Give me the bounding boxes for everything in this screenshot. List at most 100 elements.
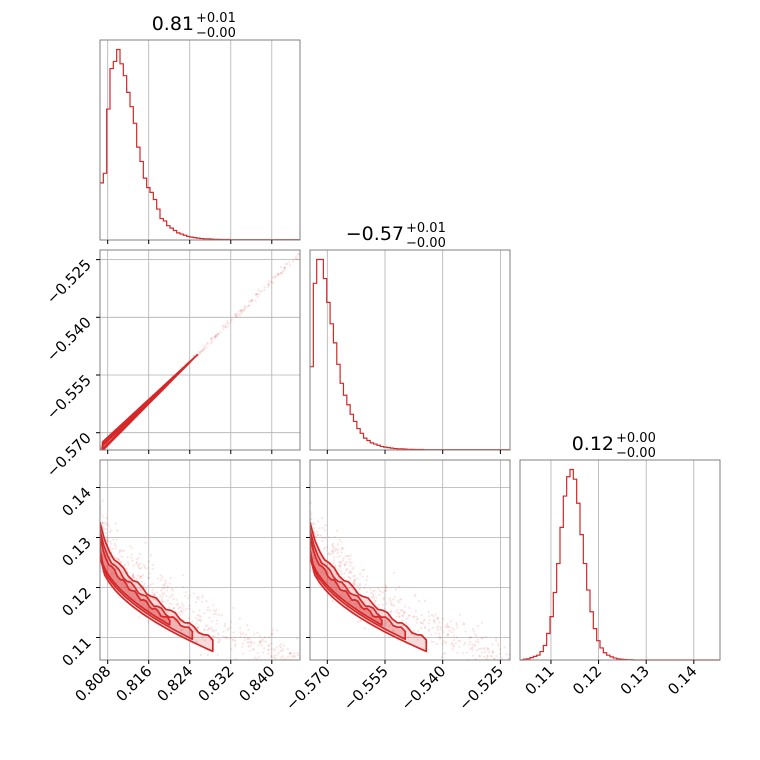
joint-1-0-pt-97 [301,249,303,251]
joint-2-1-pt-61 [392,629,395,632]
joint-2-0-pt-541 [248,637,251,640]
joint-2-0-pt-172 [172,607,175,610]
joint-2-0-pt-110 [225,636,228,639]
joint-2-0-pt-102 [313,664,315,666]
xtick-label-0-0: 0.808 [71,662,114,705]
joint-2-1-pt-217 [531,668,533,670]
joint-2-1-pt-415 [318,526,321,530]
joint-2-0-pt-481 [139,589,143,592]
joint-2-0-pt-552 [144,567,147,570]
joint-2-0-pt-225 [203,639,206,642]
joint-2-1-pt-507 [478,654,481,658]
joint-2-0-pt-169 [270,633,273,636]
joint-2-1-pt-281 [415,618,418,621]
joint-2-1-pt-68 [448,625,451,628]
joint-2-1-pt-298 [339,565,342,568]
joint-2-1-pt-107 [446,625,449,628]
joint-1-0-pt-288 [100,447,103,450]
joint-2-1-pt-66 [432,640,435,644]
joint-1-0-pt-27 [289,264,292,267]
joint-2-0-pt-437 [147,567,150,570]
joint-2-0-pt-200 [160,578,163,581]
title-1: −0.57 +0.01−0.00 [346,221,446,251]
joint-2-1-pt-407 [326,570,329,573]
joint-2-1-pt-178 [389,601,393,604]
joint-2-0-pt-142 [127,563,130,566]
joint-2-1-pt-6 [521,673,523,675]
joint-2-0-pt-524 [137,564,140,568]
joint-2-1-pt-437 [390,609,393,613]
joint-1-0-pt-3 [250,300,253,303]
joint-2-0-pt-510 [310,668,312,670]
hist-2-bg [520,460,720,660]
joint-2-0-pt-133 [166,586,169,589]
joint-2-0-pt-572 [152,598,155,601]
joint-2-1-pt-327 [327,553,330,556]
joint-2-1-pt-221 [444,652,447,655]
joint-2-1-pt-109 [497,644,500,647]
joint-2-1-pt-551 [469,636,472,639]
joint-1-0-pt-188 [217,333,220,336]
joint-2-0-pt-140 [206,629,209,632]
joint-2-0-pt-183 [258,655,261,659]
joint-2-0-pt-131 [145,587,148,591]
joint-2-1-pt-547 [384,587,388,590]
joint-2-1-pt-229 [441,617,445,621]
joint-1-0-pt-75 [301,251,303,253]
title-lower-0: −0.00 [196,26,236,41]
joint-2-0-pt-469 [281,648,285,651]
joint-2-1-pt-487 [511,648,513,650]
joint-2-0-pt-405 [247,628,250,632]
joint-2-1-pt-372 [472,654,475,657]
joint-2-0-pt-312 [194,601,198,604]
joint-2-0-pt-256 [166,599,170,602]
joint-2-1-pt-116 [486,655,489,658]
joint-2-0-pt-44 [291,678,293,680]
joint-2-1-pt-94 [414,593,417,596]
joint-2-0-pt-431 [130,553,133,556]
joint-2-1-pt-375 [442,640,445,643]
joint-2-0-pt-590 [197,618,201,621]
joint-2-0-pt-440 [116,557,119,560]
joint-2-1-pt-373 [521,673,523,675]
joint-2-0-pt-565 [161,592,164,595]
joint-1-0-pt-283 [200,350,203,353]
joint-1-0-pt-10 [248,300,251,303]
joint-2-0-pt-542 [306,668,308,670]
joint-1-0-pt-152 [271,276,274,279]
joint-2-1-pt-546 [483,647,486,650]
joint-1-0-pt-76 [206,342,209,346]
joint-2-1-pt-91 [340,569,343,573]
joint-2-1-pt-530 [374,599,378,602]
joint-2-0-pt-82 [306,671,308,673]
joint-2-1-pt-78 [363,587,366,590]
joint-2-0-pt-508 [118,549,121,552]
joint-2-1-pt-525 [505,662,507,664]
joint-2-0-pt-558 [100,550,104,553]
joint-1-0-pt-244 [267,285,270,288]
joint-2-1-pt-588 [423,618,426,621]
joint-1-0-pt-31 [240,309,243,312]
joint-2-1-pt-175 [519,674,521,676]
joint-2-0-pt-188 [208,616,211,619]
joint-2-1-pt-426 [516,667,518,669]
joint-2-1-pt-164 [437,625,440,628]
joint-2-1-pt-146 [349,570,352,574]
joint-1-0-pt-19 [285,262,289,265]
joint-1-0-pt-110 [206,341,209,344]
joint-2-0-pt-246 [198,614,201,617]
joint-2-1-pt-579 [427,622,431,625]
joint-2-1-pt-381 [421,622,425,625]
joint-2-0-pt-146 [163,583,166,586]
joint-2-1-pt-391 [459,639,462,642]
joint-2-0-pt-331 [161,594,164,597]
joint-2-1-pt-184 [394,610,397,613]
joint-2-1-pt-467 [442,652,445,656]
joint-2-0-contour-0 [100,521,214,653]
joint-2-1-pt-440 [347,576,350,579]
joint-2-1-pt-393 [352,581,355,584]
joint-2-1-pt-207 [515,667,517,669]
joint-2-0-pt-139 [131,573,135,576]
joint-2-1-pt-113 [416,638,419,641]
joint-2-0-pt-100 [246,641,249,644]
